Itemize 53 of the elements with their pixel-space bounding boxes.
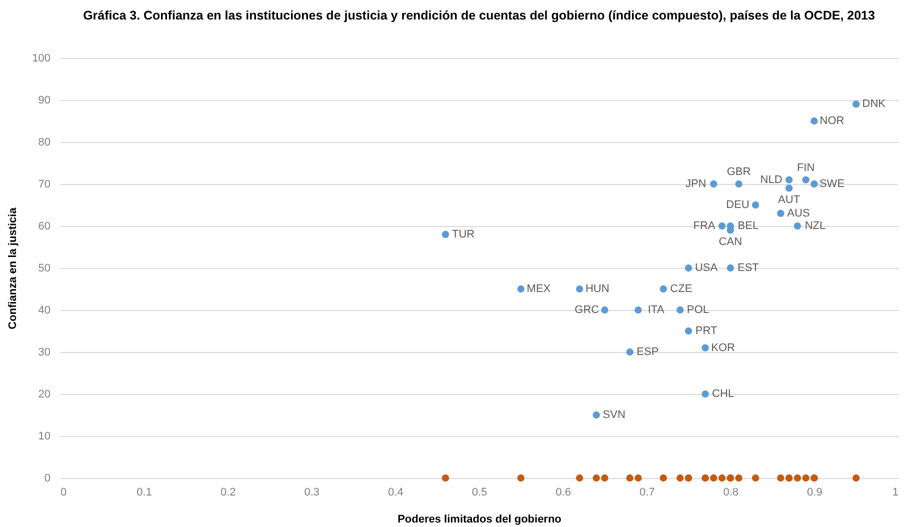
x-tick-label: 0.6 (556, 486, 571, 498)
data-label: KOR (711, 342, 736, 354)
data-label: GBR (726, 166, 751, 178)
data-label: PRT (695, 325, 718, 337)
data-label: USA (694, 262, 718, 274)
x-tick-label: 0.3 (304, 486, 320, 498)
x-tick-label: 0.4 (388, 486, 404, 498)
data-label: NZL (804, 220, 826, 232)
data-label: TUR (452, 228, 475, 240)
data-label: NLD (760, 174, 782, 186)
x-tick-label: 0.7 (639, 486, 655, 498)
y-tick-label: 70 (38, 178, 50, 190)
data-label: JPN (685, 178, 706, 190)
data-label: CAN (718, 236, 742, 248)
data-label: FRA (693, 220, 716, 232)
data-label: BEL (738, 220, 759, 232)
y-tick-label: 10 (38, 430, 50, 442)
y-tick-label: 30 (38, 346, 50, 358)
y-tick-label: 0 (44, 472, 50, 484)
data-label: DEU (726, 199, 750, 211)
chart-title: Gráfica 3. Confianza en las instituciones de justicia y rendición de cuentas del gobierno (índice compuesto), países de la OCDE, 2013 (83, 8, 875, 22)
data-label: AUS (787, 207, 810, 220)
data-label: CHL (712, 388, 734, 400)
y-tick-label: 90 (38, 94, 50, 106)
data-label: EST (737, 262, 760, 274)
y-tick-label: 100 (32, 52, 50, 64)
y-tick-label: 60 (38, 220, 50, 232)
data-label: GRC (574, 304, 600, 316)
x-tick-label: 0 (60, 486, 67, 498)
data-label: ITA (648, 304, 665, 316)
y-tick-label: 80 (38, 136, 50, 148)
data-label: NOR (820, 115, 844, 127)
data-label: MEX (526, 283, 552, 295)
data-label: AUT (778, 194, 800, 206)
data-label: CZE (670, 283, 692, 295)
data-label: SWE (819, 178, 845, 190)
y-tick-label: 50 (38, 262, 50, 274)
data-label: ESP (636, 346, 659, 358)
data-label: SVN (602, 409, 626, 421)
y-axis-title: Confianza en la justicia (7, 206, 20, 330)
x-tick-label: 0.8 (723, 486, 739, 498)
data-label: POL (686, 304, 709, 316)
x-axis-title: Poderes limitados del gobierno (398, 514, 562, 526)
x-tick-label: 0.2 (220, 486, 236, 498)
x-tick-label: 1 (892, 486, 898, 498)
data-label: FIN (796, 162, 815, 174)
y-tick-label: 20 (38, 388, 50, 400)
data-label: HUN (585, 283, 610, 295)
x-tick-label: 0.5 (472, 486, 488, 498)
x-tick-label: 0.1 (136, 486, 152, 498)
y-tick-label: 40 (38, 304, 50, 316)
data-label: DNK (862, 98, 886, 110)
x-tick-label: 0.9 (807, 486, 822, 498)
